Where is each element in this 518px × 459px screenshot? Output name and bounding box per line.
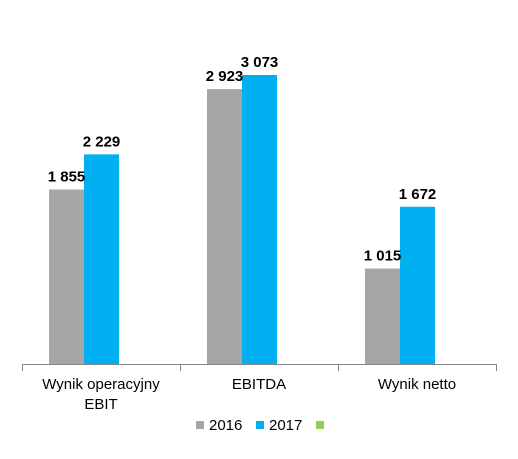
- bars-layer: [49, 75, 435, 364]
- x-tick-label-2-0: Wynik netto: [378, 376, 456, 393]
- legend-label-2017: 2017: [269, 417, 302, 434]
- bar-2016-0: [49, 189, 84, 364]
- data-label-2016-0: 1 855: [48, 169, 86, 186]
- bar-2016-1: [207, 89, 242, 364]
- bar-2017-2: [400, 206, 435, 364]
- data-label-2016-2: 1 015: [364, 248, 402, 265]
- legend-label-2016: 2016: [209, 417, 242, 434]
- x-tick-label-1-0: EBITDA: [232, 376, 286, 393]
- bar-2017-0: [84, 154, 119, 364]
- x-tick-label-0-1: EBIT: [84, 396, 117, 413]
- data-label-2017-2: 1 672: [399, 186, 437, 203]
- legend: 2016 2017: [196, 417, 324, 434]
- data-label-2017-1: 3 073: [241, 54, 279, 71]
- legend-swatch-0: [196, 421, 204, 429]
- data-label-2016-1: 2 923: [206, 68, 244, 85]
- x-tick-label-0-0: Wynik operacyjny: [42, 376, 160, 393]
- bar-2017-1: [242, 75, 277, 364]
- data-label-2017-0: 2 229: [83, 133, 121, 150]
- bar-2016-2: [365, 268, 400, 364]
- x-axis: Wynik operacyjny EBIT EBITDA Wynik netto: [22, 364, 497, 413]
- legend-swatch-1: [256, 421, 264, 429]
- legend-swatch-2: [316, 421, 324, 429]
